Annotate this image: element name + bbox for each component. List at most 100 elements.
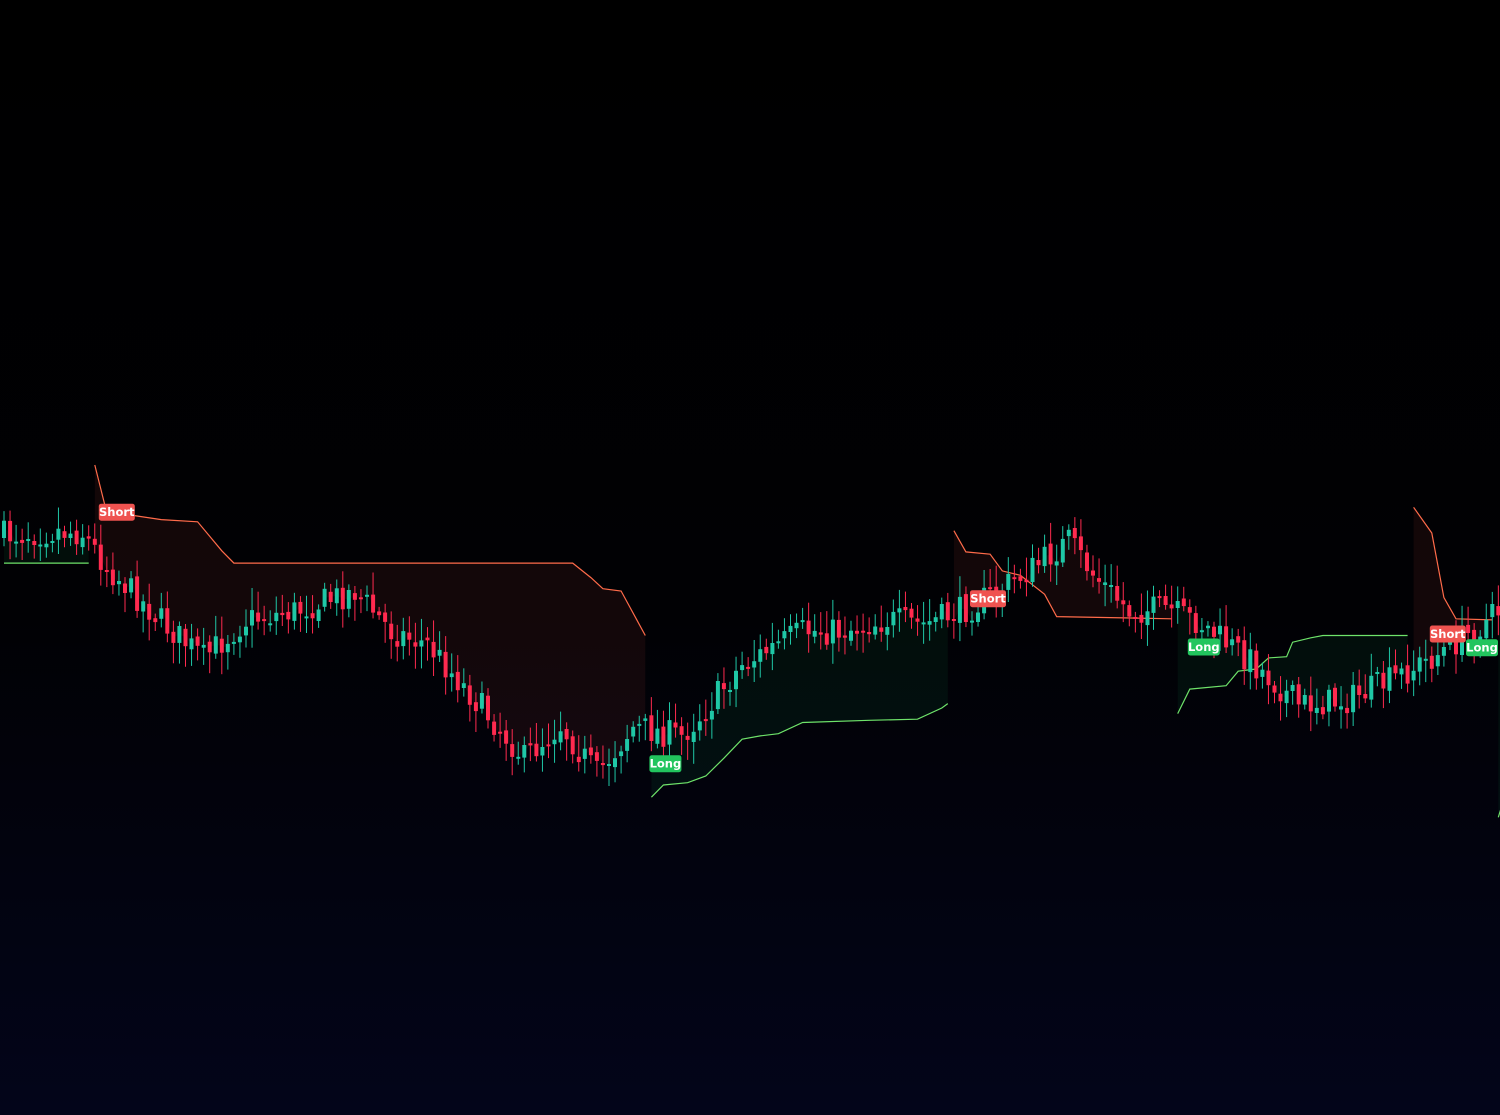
candle-body xyxy=(1157,596,1162,599)
candle-107 xyxy=(649,697,654,752)
candle-151 xyxy=(915,605,920,636)
candle-body xyxy=(1121,600,1126,605)
candle-body xyxy=(316,609,321,621)
candle-86 xyxy=(522,736,527,773)
candle-70 xyxy=(425,627,430,661)
candle-body xyxy=(510,744,515,757)
candle-body xyxy=(1351,684,1356,713)
signal-text: Short xyxy=(970,592,1006,606)
candle-body xyxy=(673,722,678,728)
candle-120 xyxy=(728,681,732,706)
candle-body xyxy=(1212,626,1216,637)
candle-226 xyxy=(1369,653,1374,708)
candle-8 xyxy=(50,533,55,553)
candle-22 xyxy=(135,560,140,618)
candle-body xyxy=(1278,693,1283,702)
candle-182 xyxy=(1103,564,1108,607)
candle-51 xyxy=(310,595,315,634)
candle-11 xyxy=(68,521,73,546)
candle-body xyxy=(80,537,85,548)
candle-body xyxy=(576,756,581,763)
candle-90 xyxy=(546,723,551,759)
candle-body xyxy=(467,685,472,705)
candle-body xyxy=(558,731,563,743)
candle-106 xyxy=(643,713,648,741)
candle-body xyxy=(1187,607,1192,613)
candle-28 xyxy=(171,620,176,664)
candle-body xyxy=(734,670,738,690)
candle-24 xyxy=(147,583,152,641)
candle-98 xyxy=(594,746,599,777)
signal-text: Long xyxy=(650,757,682,771)
candle-145 xyxy=(879,605,884,642)
candle-body xyxy=(1036,560,1041,566)
candle-2 xyxy=(14,524,19,558)
candle-body xyxy=(383,612,388,622)
candle-150 xyxy=(909,603,914,629)
candle-181 xyxy=(1097,558,1101,594)
candle-body xyxy=(304,616,309,619)
candle-body xyxy=(661,726,666,747)
candle-body xyxy=(1006,573,1011,590)
candle-body xyxy=(600,763,605,766)
candle-234 xyxy=(1417,646,1422,686)
candle-129 xyxy=(782,618,787,650)
long-signal-label-3: Long xyxy=(1187,638,1220,656)
candle-body xyxy=(824,633,829,645)
candle-body xyxy=(679,726,684,735)
candle-body xyxy=(1472,629,1477,644)
candle-body xyxy=(292,602,297,621)
candle-72 xyxy=(437,631,442,662)
candle-199 xyxy=(1206,621,1210,637)
candle-38 xyxy=(231,633,236,655)
candle-32 xyxy=(195,628,200,661)
candle-192 xyxy=(1163,584,1168,610)
candle-4 xyxy=(26,522,31,553)
candle-237 xyxy=(1435,640,1440,675)
candle-body xyxy=(1272,685,1277,693)
candle-7 xyxy=(44,532,49,558)
candle-body xyxy=(213,636,218,654)
candle-14 xyxy=(86,525,91,551)
candle-body xyxy=(1266,670,1271,686)
candle-body xyxy=(1454,636,1458,655)
candle-body xyxy=(842,635,847,638)
candle-body xyxy=(764,646,769,654)
candle-131 xyxy=(794,613,799,639)
candle-231 xyxy=(1399,662,1404,689)
candle-93 xyxy=(564,722,569,761)
candle-15 xyxy=(92,523,97,554)
candle-184 xyxy=(1115,565,1120,609)
candle-body xyxy=(1145,611,1150,626)
candle-12 xyxy=(74,519,79,555)
candle-160 xyxy=(970,611,974,636)
candle-body xyxy=(1181,598,1186,607)
candle-body xyxy=(528,743,533,746)
candle-171 xyxy=(1036,547,1041,574)
candle-body xyxy=(86,536,91,539)
candle-body xyxy=(939,604,944,620)
candle-123 xyxy=(746,657,751,677)
candle-30 xyxy=(183,624,188,667)
candle-body xyxy=(437,649,442,656)
candle-body xyxy=(1151,596,1156,613)
candle-body xyxy=(970,620,974,623)
supertrend-fills xyxy=(4,465,1500,818)
candle-117 xyxy=(709,692,714,739)
candle-body xyxy=(516,756,521,759)
candle-body xyxy=(237,636,242,643)
signal-badge xyxy=(970,590,1006,608)
candle-body xyxy=(570,736,575,755)
candle-body xyxy=(1284,690,1289,704)
candle-111 xyxy=(673,703,678,738)
candle-body xyxy=(1357,685,1362,695)
candle-0 xyxy=(2,511,6,547)
candle-47 xyxy=(286,602,291,634)
candle-body xyxy=(358,597,363,600)
candle-body xyxy=(1484,619,1489,639)
candle-5 xyxy=(32,534,37,559)
candle-body xyxy=(165,608,170,634)
candle-147 xyxy=(891,599,896,638)
candle-body xyxy=(98,544,103,570)
